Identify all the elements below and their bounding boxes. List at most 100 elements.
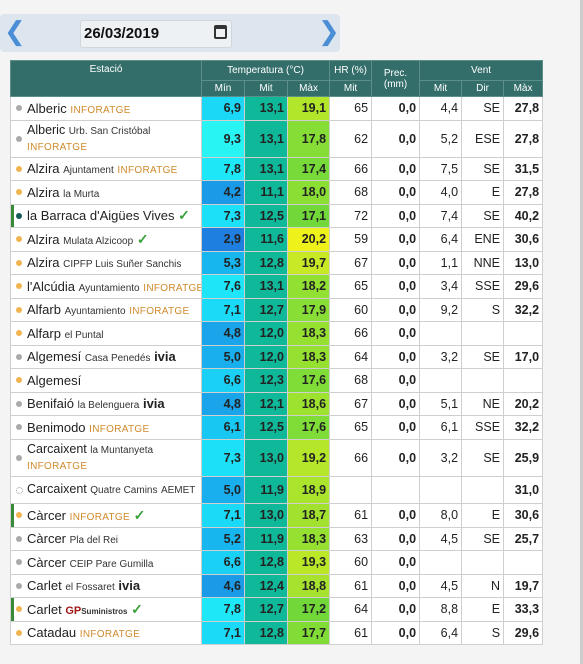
table-row[interactable]: Carcaixent la Muntanyeta INFORATGE 7,3 13,… <box>10 438 544 477</box>
station-status-dot <box>16 283 22 290</box>
station-cell[interactable]: Algemesí Casa Penedés ivia <box>10 344 202 369</box>
station-name[interactable]: Alberic <box>27 122 66 137</box>
station-status-dot <box>16 424 22 431</box>
station-name[interactable]: l'Alcúdia <box>27 278 76 294</box>
table-row[interactable]: Benimodo INFORATGE 6,1 12,5 17,6 65 0,0 6,1 SSE… <box>10 415 544 440</box>
wind-dir-cell: SE <box>461 156 505 181</box>
header-wind-mid[interactable]: Mit <box>419 80 463 97</box>
header-temp-mid[interactable]: Mit <box>244 80 288 97</box>
station-name[interactable]: Algemesí <box>27 372 82 388</box>
table-row[interactable]: Alzira Ajuntament INFORATGE 7,8 13,1 17,4 66… <box>10 156 544 181</box>
station-name[interactable]: Alfarp <box>27 325 61 341</box>
table-row[interactable]: Carlet GPSuministros ✓ 7,8 12,7 17,2 64 0,0 8,… <box>10 597 544 622</box>
table-row[interactable]: Càrcer INFORATGE ✓ 7,1 13,0 18,7 61 0,0 8,0 E 30… <box>10 503 544 528</box>
wind-dir-cell: SE <box>461 526 505 551</box>
station-cell[interactable]: la Barraca d'Aigües Vives ✓ <box>10 203 202 228</box>
station-cell[interactable]: Carlet el Fossaret ivia <box>10 573 202 598</box>
station-name[interactable]: Càrcer <box>27 554 67 570</box>
precipitation-cell: 0,0 <box>371 274 421 299</box>
temp-min-cell: 5,3 <box>201 250 245 275</box>
station-name[interactable]: Alzira <box>27 161 60 177</box>
header-temp-max[interactable]: Màx <box>286 80 331 97</box>
table-row[interactable]: Alfarp el Puntal 4,8 12,0 18,3 66 0,0 <box>10 321 544 346</box>
station-cell[interactable]: Carcaixent Quatre Camins AEMET <box>10 475 202 504</box>
station-name[interactable]: Alzira <box>27 231 60 247</box>
station-cell[interactable]: Càrcer Pla del Rei <box>10 526 202 551</box>
station-cell[interactable]: l'Alcúdia Ayuntamiento INFORATGE <box>10 274 202 299</box>
precipitation-cell: 0,0 <box>371 156 421 181</box>
header-temp-min[interactable]: Mín <box>201 80 245 97</box>
wind-dir-cell: ENE <box>461 227 505 252</box>
station-name[interactable]: Alzira <box>27 255 60 271</box>
station-name[interactable]: Alzira <box>27 184 60 200</box>
station-name[interactable]: Càrcer <box>27 507 67 523</box>
table-row[interactable]: Alzira la Murta 4,2 11,1 18,0 68 0,0 4,0 E 27,8 <box>10 180 544 205</box>
station-name[interactable]: Càrcer <box>27 531 67 547</box>
station-cell[interactable]: Benifaió la Belenguera ivia <box>10 391 202 416</box>
table-row[interactable]: Carcaixent Quatre Camins AEMET 5,0 11,9 18,… <box>10 475 544 504</box>
station-cell[interactable]: Càrcer CEIP Pare Gumilla <box>10 550 202 575</box>
station-cell[interactable]: Alzira la Murta <box>10 180 202 205</box>
header-humidity-mid[interactable]: Mit <box>329 80 373 97</box>
humidity-cell: 63 <box>329 526 373 551</box>
station-cell[interactable]: Alfarb Ayuntamiento INFORATGE <box>10 297 202 322</box>
verified-check-icon: ✓ <box>136 230 149 247</box>
wind-mid-cell: 8,0 <box>419 503 463 528</box>
humidity-cell: 67 <box>329 391 373 416</box>
station-name[interactable]: Benifaió <box>27 396 74 412</box>
station-name[interactable]: Carlet <box>27 578 62 594</box>
station-cell[interactable]: Alfarp el Puntal <box>10 321 202 346</box>
station-cell[interactable]: Càrcer INFORATGE ✓ <box>10 503 202 528</box>
station-cell[interactable]: Alzira Mulata Alzicoop ✓ <box>10 227 202 252</box>
station-name[interactable]: Carcaixent <box>27 441 87 456</box>
station-cell[interactable]: Alzira Ajuntament INFORATGE <box>10 156 202 181</box>
humidity-cell: 66 <box>329 438 373 477</box>
calendar-icon[interactable] <box>214 25 227 39</box>
table-row[interactable]: Alzira CIPFP Luis Suñer Sanchis 5,3 12,8 19… <box>10 250 544 275</box>
table-row[interactable]: Algemesí 6,6 12,3 17,6 68 0,0 <box>10 368 544 393</box>
humidity-cell: 60 <box>329 297 373 322</box>
station-cell[interactable]: Alberic Urb. San Cristóbal INFORATGE <box>10 119 202 158</box>
station-cell[interactable]: Benimodo INFORATGE <box>10 415 202 440</box>
wind-max-cell <box>503 321 544 346</box>
station-name[interactable]: Alberic <box>27 100 67 116</box>
table-row[interactable]: Catadau INFORATGE 7,1 12,8 17,7 61 0,0 6,4 S 29,… <box>10 620 544 645</box>
station-cell[interactable]: Catadau INFORATGE <box>10 620 202 645</box>
table-row[interactable]: Alberic INFORATGE 6,9 13,1 19,1 65 0,0 4,4 SE 27… <box>10 96 544 121</box>
station-cell[interactable]: Alzira CIPFP Luis Suñer Sanchis <box>10 250 202 275</box>
temp-min-cell: 7,1 <box>201 503 245 528</box>
previous-day-icon[interactable]: ❮ <box>4 17 26 47</box>
station-name[interactable]: Carcaixent <box>27 481 87 496</box>
next-day-icon[interactable]: ❯ <box>318 17 340 47</box>
temp-min-cell: 5,2 <box>201 526 245 551</box>
table-row[interactable]: Alzira Mulata Alzicoop ✓ 2,9 11,6 20,2 59 0,0… <box>10 227 544 252</box>
table-row[interactable]: Càrcer CEIP Pare Gumilla 6,6 12,8 19,3 60 0,0 <box>10 550 544 575</box>
precipitation-cell: 0,0 <box>371 415 421 440</box>
humidity-cell: 61 <box>329 620 373 645</box>
station-name[interactable]: Algemesí <box>27 349 82 365</box>
station-name[interactable]: Alfarb <box>27 302 61 318</box>
station-name[interactable]: la Barraca d'Aigües Vives <box>27 208 175 224</box>
header-station[interactable]: Estació <box>10 60 202 97</box>
table-row[interactable]: l'Alcúdia Ayuntamiento INFORATGE 7,6 13,1 1… <box>10 274 544 299</box>
table-row[interactable]: Alberic Urb. San Cristóbal INFORATGE 9,3 1… <box>10 119 544 158</box>
table-row[interactable]: la Barraca d'Aigües Vives ✓ 7,3 12,5 17,1 72… <box>10 203 544 228</box>
wind-max-cell: 13,0 <box>503 250 544 275</box>
table-row[interactable]: Benifaió la Belenguera ivia 4,8 12,1 18,6 67… <box>10 391 544 416</box>
station-cell[interactable]: Algemesí <box>10 368 202 393</box>
table-row[interactable]: Carlet el Fossaret ivia 4,6 12,4 18,8 61 0,0 4… <box>10 573 544 598</box>
date-field[interactable]: 26/03/2019 <box>80 20 232 48</box>
table-row[interactable]: Càrcer Pla del Rei 5,2 11,9 18,3 63 0,0 4,5 SE 2… <box>10 526 544 551</box>
header-wind-dir[interactable]: Dir <box>461 80 505 97</box>
station-cell[interactable]: Alberic INFORATGE <box>10 96 202 121</box>
header-wind-max[interactable]: Màx <box>503 80 544 97</box>
table-row[interactable]: Alfarb Ayuntamiento INFORATGE 7,1 12,7 17,9… <box>10 297 544 322</box>
station-name[interactable]: Carlet <box>27 601 62 617</box>
station-name[interactable]: Catadau <box>27 625 77 641</box>
wind-mid-cell <box>419 550 463 575</box>
station-name[interactable]: Benimodo <box>27 419 86 435</box>
station-cell[interactable]: Carcaixent la Muntanyeta INFORATGE <box>10 438 202 477</box>
table-row[interactable]: Algemesí Casa Penedés ivia 5,0 12,0 18,3 64 0… <box>10 344 544 369</box>
station-cell[interactable]: Carlet GPSuministros ✓ <box>10 597 202 622</box>
wind-max-cell: 17,0 <box>503 344 544 369</box>
